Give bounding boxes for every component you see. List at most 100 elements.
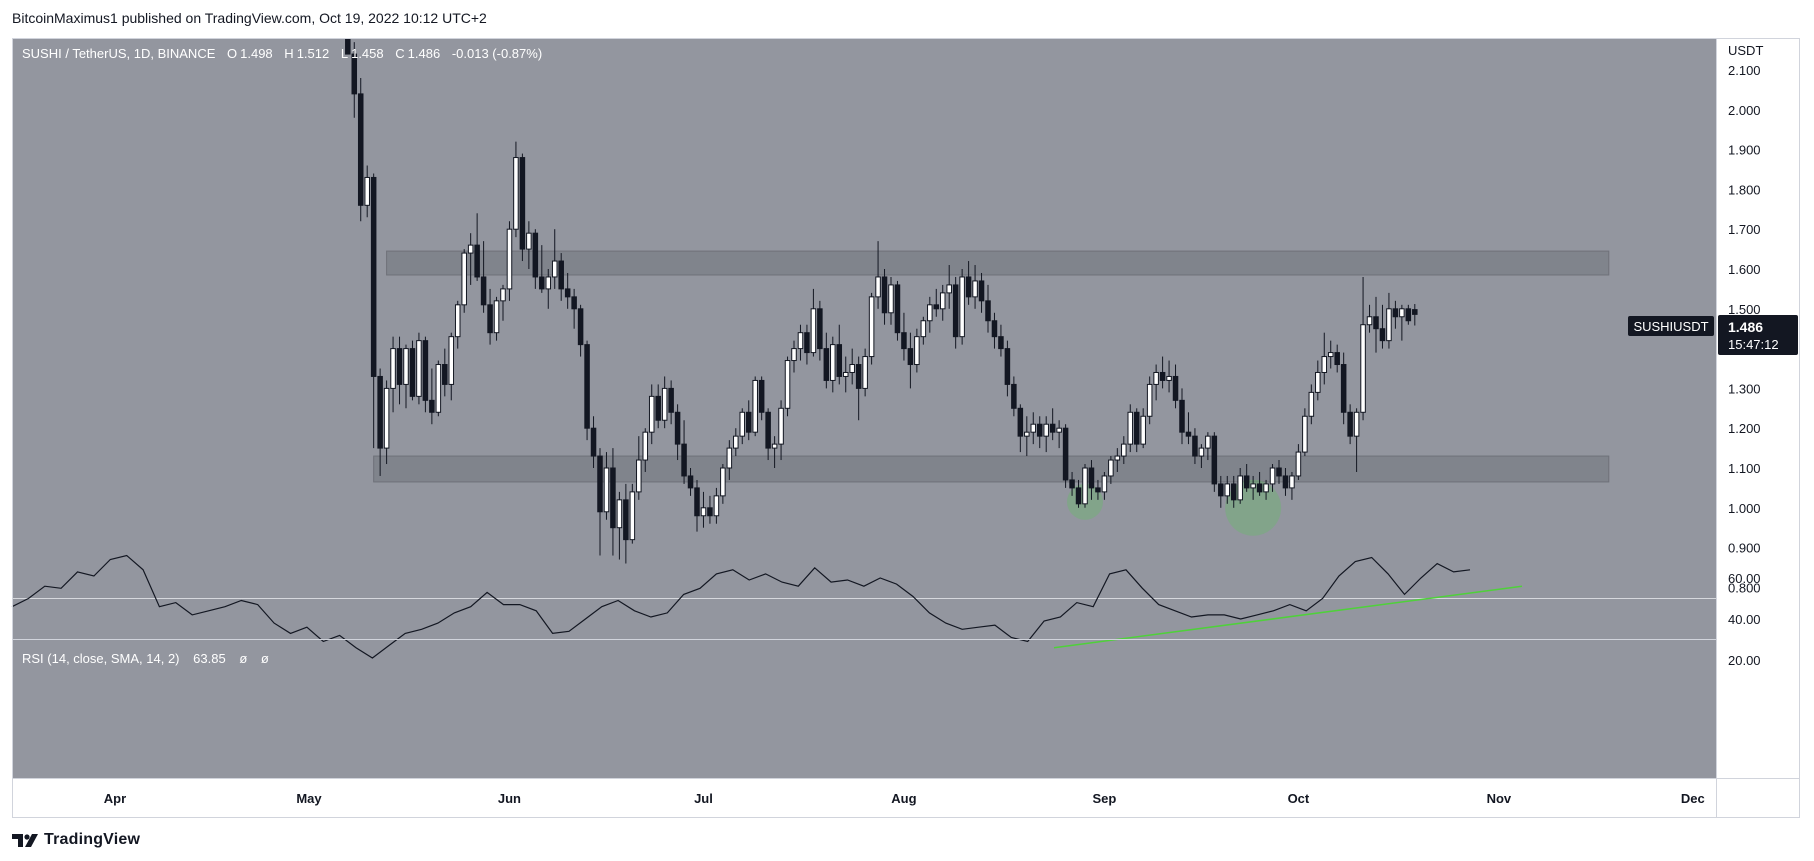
- candle[interactable]: [461, 249, 467, 313]
- candle[interactable]: [396, 336, 403, 405]
- candle[interactable]: [416, 332, 422, 405]
- rsi-pane[interactable]: [12, 640, 1716, 778]
- candle[interactable]: [1392, 300, 1399, 329]
- candle[interactable]: [842, 356, 849, 393]
- candle[interactable]: [364, 165, 370, 218]
- candle[interactable]: [830, 336, 836, 393]
- candle[interactable]: [513, 141, 519, 238]
- candle[interactable]: [1140, 408, 1146, 449]
- candle[interactable]: [1276, 460, 1282, 484]
- candle[interactable]: [403, 344, 409, 409]
- candle[interactable]: [991, 312, 998, 349]
- candle[interactable]: [435, 360, 442, 417]
- candle[interactable]: [442, 348, 448, 397]
- candle[interactable]: [1289, 471, 1295, 500]
- candle[interactable]: [733, 428, 739, 457]
- candle[interactable]: [500, 284, 506, 321]
- candle[interactable]: [726, 440, 733, 480]
- candle[interactable]: [1192, 428, 1198, 465]
- candle[interactable]: [907, 332, 914, 389]
- candle[interactable]: [713, 487, 720, 524]
- candle[interactable]: [1237, 468, 1243, 504]
- candle[interactable]: [1004, 340, 1011, 397]
- horizontal-zone-2[interactable]: [373, 455, 1610, 483]
- candle[interactable]: [1211, 432, 1218, 492]
- candle[interactable]: [571, 288, 577, 329]
- candle[interactable]: [1036, 416, 1043, 449]
- candle[interactable]: [661, 376, 668, 429]
- candle[interactable]: [558, 253, 564, 301]
- candle[interactable]: [1062, 424, 1069, 488]
- candle[interactable]: [952, 276, 959, 349]
- rsi-legend[interactable]: RSI (14, close, SMA, 14, 2) 63.85 ø ø: [22, 651, 269, 666]
- candle[interactable]: [862, 348, 868, 397]
- candle[interactable]: [1024, 416, 1030, 457]
- candle[interactable]: [1302, 408, 1308, 457]
- price-axis[interactable]: 2.1002.0001.9001.8001.7001.6001.5001.400…: [1728, 63, 1761, 595]
- candle[interactable]: [629, 483, 636, 544]
- candle[interactable]: [448, 332, 455, 401]
- candle[interactable]: [1269, 464, 1276, 492]
- candle[interactable]: [1327, 340, 1334, 369]
- candle[interactable]: [849, 348, 855, 385]
- candle[interactable]: [1172, 364, 1179, 409]
- candle[interactable]: [1075, 479, 1082, 508]
- candle[interactable]: [545, 269, 552, 309]
- horizontal-zone-1[interactable]: [386, 250, 1610, 276]
- candle[interactable]: [603, 452, 610, 520]
- candle[interactable]: [1399, 304, 1405, 341]
- legend-line[interactable]: SUSHI / TetherUS, 1D, BINANCE O 1.498 H 1.…: [22, 46, 542, 61]
- candle[interactable]: [1347, 404, 1353, 445]
- candle[interactable]: [810, 288, 817, 357]
- price-pane[interactable]: [12, 38, 1716, 639]
- candle[interactable]: [642, 428, 649, 472]
- rsi-axis[interactable]: 60.00 40.00 20.00: [1728, 571, 1761, 668]
- candle[interactable]: [681, 420, 687, 484]
- candle[interactable]: [985, 284, 991, 333]
- candle[interactable]: [668, 380, 674, 425]
- candle[interactable]: [1282, 468, 1289, 496]
- candle[interactable]: [519, 153, 526, 262]
- candle[interactable]: [694, 479, 700, 532]
- candle[interactable]: [1230, 475, 1237, 508]
- candle[interactable]: [1088, 460, 1095, 500]
- candle[interactable]: [1082, 464, 1088, 508]
- candle[interactable]: [998, 324, 1004, 357]
- candle[interactable]: [965, 261, 972, 305]
- candle[interactable]: [1412, 304, 1418, 326]
- candle[interactable]: [823, 332, 830, 389]
- candle[interactable]: [467, 233, 474, 285]
- candle[interactable]: [1159, 356, 1166, 389]
- price-tag[interactable]: 1.486 15:47:12: [1718, 315, 1798, 355]
- candle[interactable]: [506, 221, 513, 301]
- candle[interactable]: [390, 336, 396, 413]
- candle[interactable]: [1069, 471, 1075, 496]
- candle[interactable]: [1133, 408, 1140, 453]
- candle[interactable]: [868, 292, 875, 365]
- candle[interactable]: [1127, 404, 1134, 453]
- candle[interactable]: [720, 464, 726, 504]
- candle[interactable]: [1250, 475, 1256, 500]
- candle[interactable]: [351, 42, 358, 118]
- candle[interactable]: [978, 272, 985, 313]
- candle[interactable]: [1243, 464, 1250, 492]
- candle[interactable]: [745, 400, 752, 441]
- candle[interactable]: [1043, 416, 1049, 453]
- candle[interactable]: [875, 241, 881, 309]
- candle[interactable]: [551, 229, 558, 289]
- candle[interactable]: [377, 368, 383, 476]
- candle[interactable]: [804, 324, 810, 365]
- candle[interactable]: [1146, 376, 1153, 425]
- candle[interactable]: [480, 241, 487, 313]
- candle[interactable]: [707, 495, 713, 524]
- candle[interactable]: [888, 276, 894, 325]
- candle[interactable]: [584, 340, 590, 441]
- candle[interactable]: [610, 448, 616, 556]
- candle[interactable]: [752, 376, 758, 437]
- candle[interactable]: [771, 436, 778, 468]
- candle[interactable]: [1386, 292, 1392, 349]
- candle[interactable]: [493, 296, 500, 341]
- candle[interactable]: [1218, 475, 1224, 508]
- candle[interactable]: [1373, 296, 1379, 353]
- candle[interactable]: [674, 404, 681, 461]
